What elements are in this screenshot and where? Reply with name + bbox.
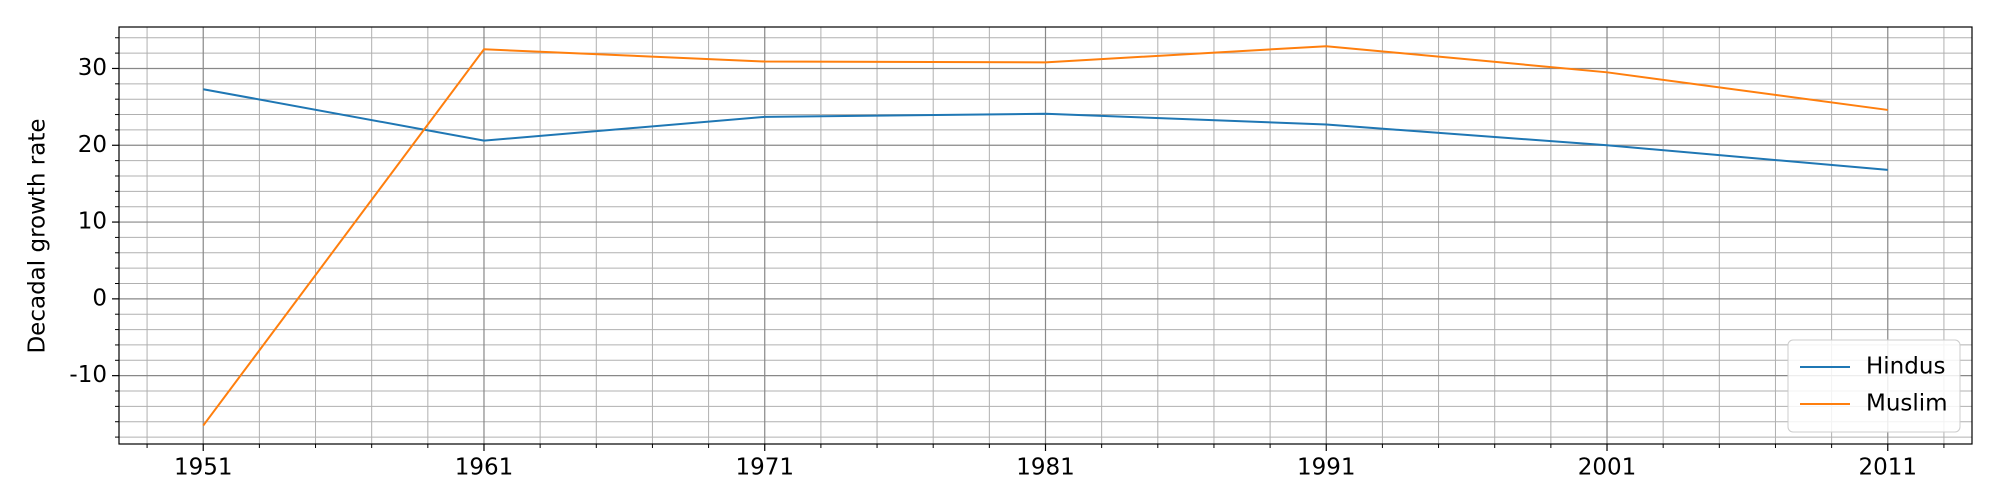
- y-tick-label: 20: [78, 132, 107, 158]
- x-tick-label: 1971: [735, 455, 794, 481]
- y-tick-label: 30: [78, 55, 107, 81]
- data-line: [202, 45, 1888, 427]
- x-tick-label: 2011: [1858, 455, 1917, 481]
- data-line: [203, 88, 1888, 171]
- plot-frame: [118, 26, 1973, 445]
- y-axis-label: Decadal growth rate: [25, 118, 51, 353]
- legend-label: Muslim: [1866, 391, 1948, 417]
- y-tick-label: -10: [69, 362, 107, 388]
- y-tick-label: 10: [78, 209, 107, 235]
- x-tick-label: 1981: [1016, 455, 1075, 481]
- legend-box: [1787, 339, 1961, 433]
- x-tick-label: 1991: [1297, 455, 1356, 481]
- x-tick-label: 1951: [174, 455, 233, 481]
- y-tick-label: 0: [92, 285, 107, 311]
- x-tick-label: 2001: [1578, 455, 1637, 481]
- x-tick-label: 1961: [455, 455, 514, 481]
- legend-label: Hindus: [1866, 354, 1945, 380]
